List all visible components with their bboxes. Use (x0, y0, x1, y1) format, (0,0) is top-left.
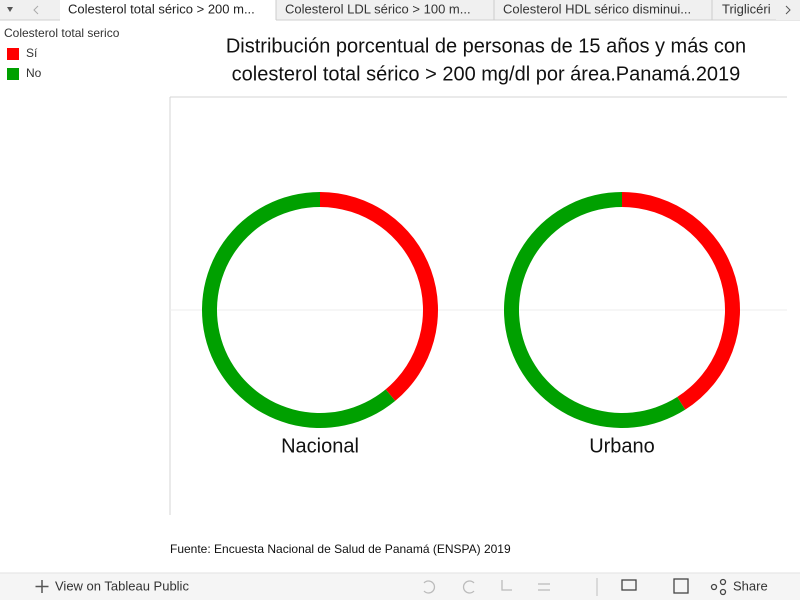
refresh[interactable] (538, 583, 550, 591)
tab-scroll (776, 0, 800, 20)
tab[interactable]: Colesterol HDL sérico disminui... (503, 1, 691, 16)
legend-swatch (7, 48, 19, 60)
undo[interactable] (423, 580, 436, 594)
download[interactable] (621, 579, 637, 591)
donut-segment (320, 192, 438, 401)
active-tab[interactable] (60, 0, 276, 21)
fullscreen[interactable] (673, 578, 689, 594)
title-line: Distribución porcentual de personas de 1… (226, 35, 746, 57)
toolbar (0, 573, 800, 600)
tab[interactable]: Colesterol LDL sérico > 100 m... (285, 1, 471, 16)
tableau-icon (35, 580, 49, 593)
revert[interactable] (501, 580, 512, 591)
charts: Nacional Urbano (202, 192, 741, 457)
view-link[interactable]: View on Tableau Public (55, 578, 189, 593)
chart-label: Urbano (589, 435, 655, 457)
tab-prev[interactable] (33, 5, 39, 15)
donut-segment (202, 192, 396, 428)
share-icon (710, 583, 718, 591)
title-line: colesterol total sérico > 200 mg/dl por … (232, 63, 741, 85)
tab[interactable]: Triglicéri (722, 1, 771, 16)
toolbar-icons (423, 578, 727, 596)
chart-label: Nacional (281, 435, 359, 457)
legend-label: No (26, 66, 42, 80)
share-button[interactable]: Share (733, 578, 768, 593)
donut-segment (622, 192, 741, 410)
tab-next[interactable] (785, 5, 791, 15)
redo[interactable] (462, 580, 475, 594)
legend: Sí No (7, 46, 42, 80)
tab-menu[interactable] (7, 7, 13, 12)
donut-segment (504, 192, 686, 428)
tab[interactable]: Colesterol total sérico > 200 m... (68, 1, 255, 16)
legend-title: Colesterol total serico (4, 26, 120, 40)
legend-swatch (7, 68, 19, 80)
legend-label: Sí (26, 46, 38, 60)
source: Fuente: Encuesta Nacional de Salud de Pa… (170, 542, 511, 556)
